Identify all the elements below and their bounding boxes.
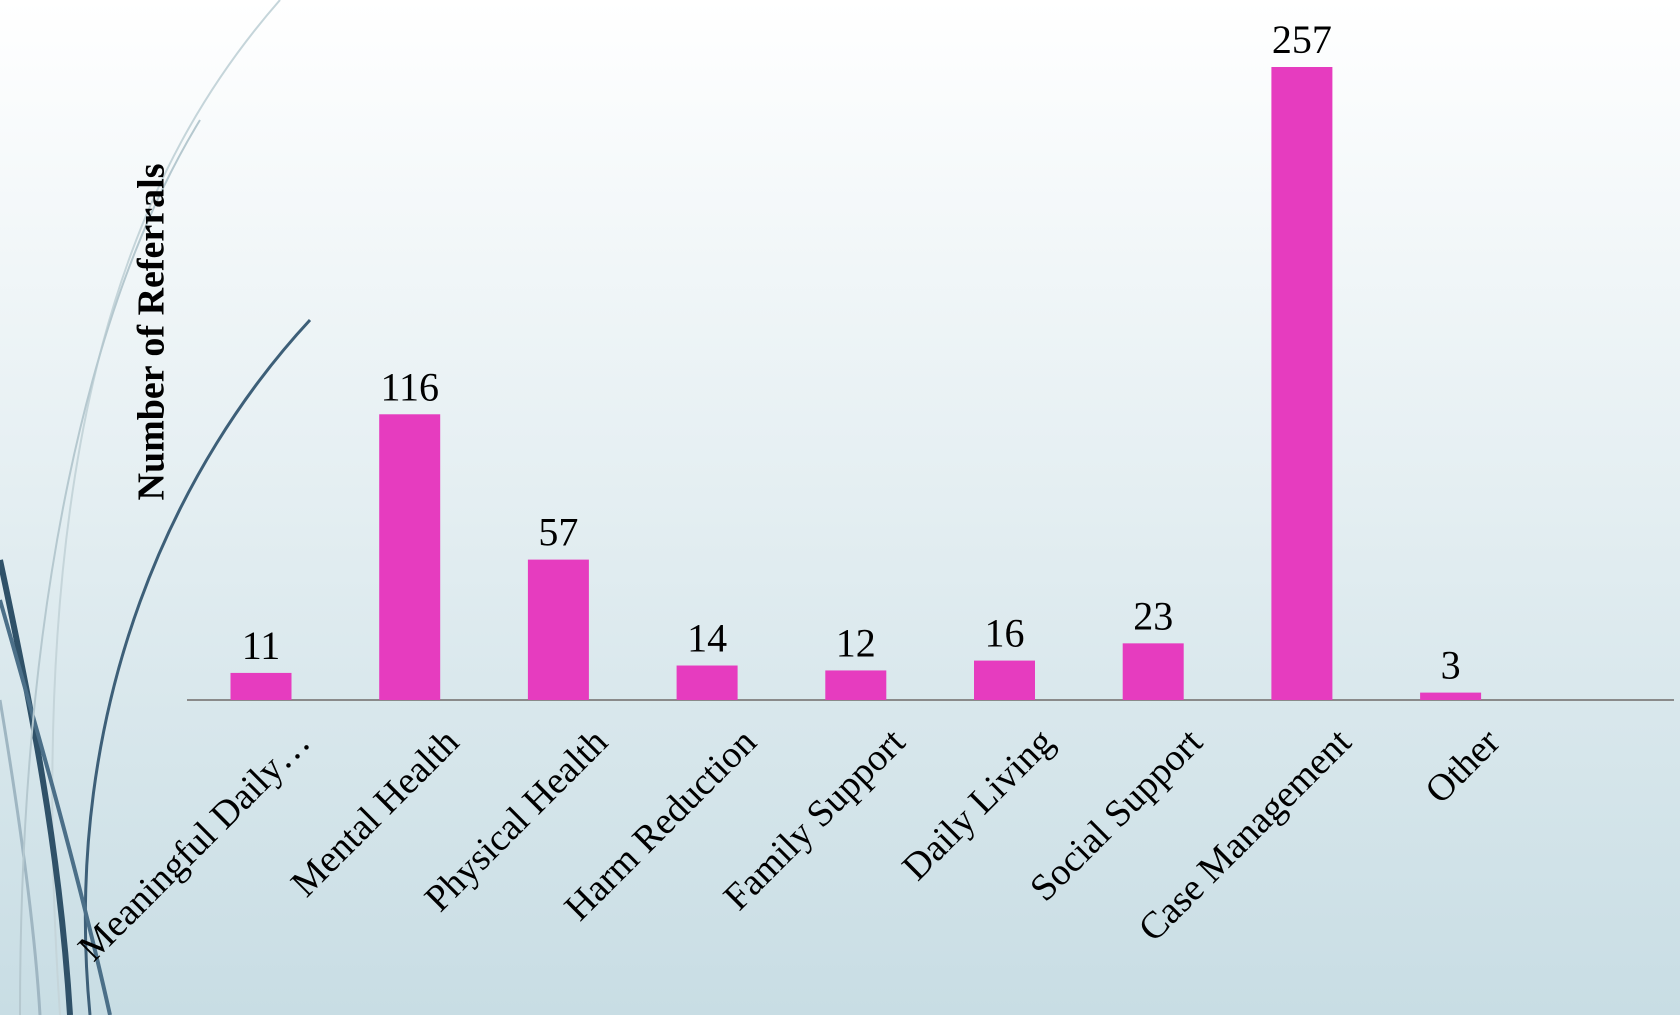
bar — [527, 559, 589, 700]
value-label: 116 — [380, 364, 439, 409]
bar — [1122, 643, 1184, 700]
bar — [230, 672, 292, 700]
bar — [379, 414, 441, 700]
value-label: 3 — [1441, 643, 1461, 688]
value-label: 23 — [1133, 593, 1173, 638]
bar — [825, 670, 887, 700]
value-label: 16 — [985, 611, 1025, 656]
value-label: 12 — [836, 620, 876, 665]
bar — [676, 665, 738, 700]
decoration — [0, 0, 312, 1015]
value-label: 57 — [538, 510, 578, 555]
bar — [1420, 692, 1482, 700]
bar — [1271, 67, 1333, 700]
value-label: 257 — [1272, 17, 1332, 62]
value-label: 11 — [242, 623, 281, 668]
value-label: 14 — [687, 616, 727, 661]
y-axis-label: Number of Referrals — [131, 164, 173, 501]
bar — [974, 660, 1035, 700]
